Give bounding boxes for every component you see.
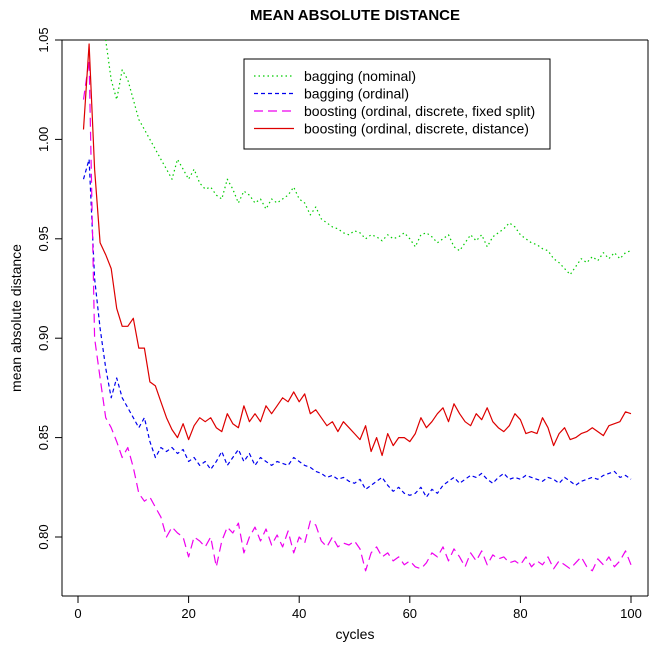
- axes: 0 20 40 60 80 100 0.80 0.85 0.90 0.95 1.00 1.05: [36, 27, 649, 621]
- legend-label-3: boosting (ordinal, discrete, fixed split…: [304, 103, 535, 119]
- x-axis-label: cycles: [336, 626, 375, 642]
- legend-label-4: boosting (ordinal, discrete, distance): [304, 121, 529, 137]
- x-tick-label: 20: [181, 606, 195, 621]
- x-tick-label: 100: [620, 606, 642, 621]
- x-tick-label: 0: [74, 606, 81, 621]
- y-tick-label: 1.00: [36, 127, 51, 152]
- x-tick-label: 40: [292, 606, 306, 621]
- legend-label-1: bagging (nominal): [304, 68, 416, 84]
- legend-label-2: bagging (ordinal): [304, 86, 409, 102]
- y-tick-label: 0.80: [36, 524, 51, 549]
- x-tick-label: 60: [403, 606, 417, 621]
- legend-box: [243, 58, 551, 150]
- series-line-2: [82, 158, 632, 498]
- y-tick-label: 0.85: [36, 425, 51, 450]
- y-tick-label: 0.90: [36, 326, 51, 351]
- y-tick-label: 1.05: [36, 27, 51, 52]
- series-group: [82, 40, 632, 572]
- chart-title: MEAN ABSOLUTE DISTANCE: [250, 7, 460, 24]
- series-line-3: [82, 59, 632, 572]
- series-line-4: [82, 43, 632, 457]
- y-tick-label: 0.95: [36, 226, 51, 251]
- legend: bagging (nominal)bagging (ordinal)boosti…: [243, 58, 551, 150]
- y-axis-label: mean absolute distance: [8, 244, 24, 392]
- x-tick-label: 80: [513, 606, 527, 621]
